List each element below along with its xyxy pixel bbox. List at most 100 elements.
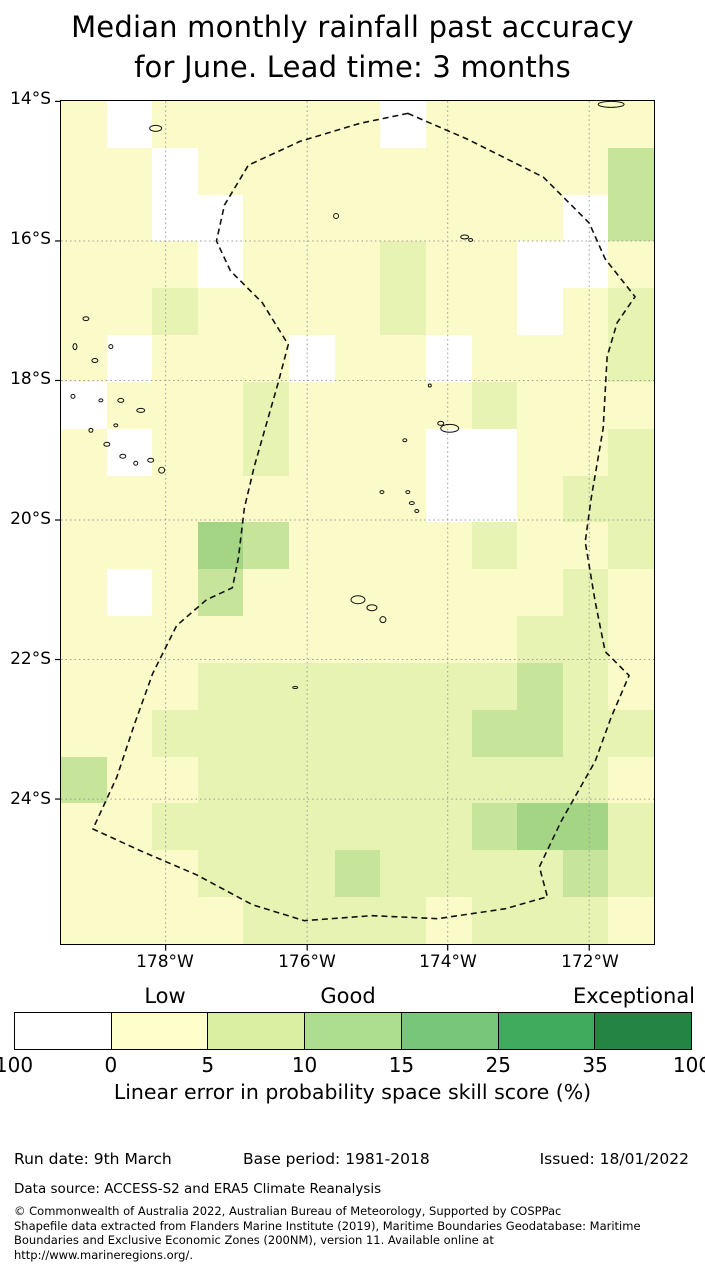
colorbar-caption: Linear error in probability space skill … — [113, 1080, 592, 1104]
colorbar-tick: 10 — [291, 1053, 318, 1077]
grid-cell — [562, 335, 609, 382]
grid-cell — [425, 662, 472, 710]
grid-cell — [197, 288, 244, 336]
grid-cell — [289, 194, 335, 242]
island-outline — [103, 441, 111, 447]
island-outline — [158, 466, 166, 474]
grid-cell — [334, 335, 381, 382]
grid-cell — [197, 897, 244, 944]
grid-cell — [380, 850, 426, 898]
grid-cell — [380, 616, 426, 663]
grid-cell — [380, 194, 426, 242]
grid-cell — [471, 194, 518, 242]
grid-cell — [289, 850, 335, 898]
grid-cell — [471, 662, 518, 710]
x-axis-tick: 172°W — [561, 952, 619, 972]
y-axis-tick: 22°S — [10, 649, 51, 669]
grid-cell — [380, 288, 426, 336]
grid-cell — [152, 475, 198, 523]
grid-cell — [608, 241, 654, 289]
grid-cell — [380, 428, 426, 476]
grid-cell — [243, 850, 290, 898]
grid-cell — [289, 241, 335, 289]
grid-cell — [425, 850, 472, 898]
island-outline — [350, 595, 366, 605]
y-axis: 14°S 16°S 18°S 20°S 22°S 24°S — [0, 89, 54, 945]
grid-cell — [152, 709, 198, 757]
grid-cell — [562, 709, 609, 757]
grid-cell — [243, 194, 290, 242]
grid-cell — [61, 850, 107, 898]
island-outline — [136, 407, 146, 413]
grid-cell — [471, 569, 518, 617]
run-metadata: Run date: 9th March Base period: 1981-20… — [0, 1150, 705, 1172]
y-axis-tick: 14°S — [10, 89, 51, 109]
y-axis-tick: 16°S — [10, 229, 51, 249]
grid-cell — [608, 475, 654, 523]
colorbar-tick: 100 — [672, 1053, 705, 1077]
grid-cell — [334, 241, 381, 289]
grid-cell — [471, 616, 518, 663]
figure-title-line1: Median monthly rainfall past accuracy — [71, 10, 634, 44]
island-outline — [597, 100, 625, 108]
island-outline — [119, 453, 127, 459]
grid-cell — [152, 662, 198, 710]
grid-cell — [425, 194, 472, 242]
grid-cell — [289, 569, 335, 617]
grid-cell — [471, 897, 518, 944]
grid-cell — [152, 335, 198, 382]
grid-cell — [425, 288, 472, 336]
grid-cell — [289, 381, 335, 429]
copyright-block: © Commonwealth of Australia 2022, Austra… — [14, 1204, 699, 1262]
island-outline — [149, 124, 163, 132]
colorbar-ticks: 100 0 5 10 15 25 35 100 — [0, 1053, 705, 1079]
grid-cell — [197, 381, 244, 429]
colorbar-tick: 5 — [201, 1053, 215, 1077]
grid-cell — [334, 616, 381, 663]
colorbar-tick: 35 — [582, 1053, 608, 1077]
map-overlay — [55, 100, 654, 951]
map-plot — [55, 100, 655, 951]
grid-cell — [197, 850, 244, 898]
grid-cell — [471, 803, 518, 851]
grid-cell — [334, 662, 381, 710]
grid-cell — [608, 101, 654, 148]
grid-cell — [380, 335, 426, 382]
grid-cell — [152, 897, 198, 944]
grid-cell — [562, 147, 609, 195]
island-outline — [379, 616, 387, 624]
grid-cell — [289, 616, 335, 663]
island-outline — [437, 420, 445, 426]
grid-cell — [517, 288, 563, 336]
issued-date: Issued: 18/01/2022 — [539, 1150, 689, 1168]
island-outline — [91, 358, 99, 364]
grid-cell — [380, 709, 426, 757]
grid-cell — [106, 522, 153, 570]
grid-cell — [562, 475, 609, 523]
colorbar-segment — [401, 1013, 499, 1049]
colorbar-segment — [208, 1013, 306, 1049]
grid-cell — [106, 101, 153, 148]
grid-cell — [61, 101, 107, 148]
grid-cell — [380, 897, 426, 944]
grid-cell — [243, 288, 290, 336]
grid-cell — [106, 147, 153, 195]
grid-cell — [425, 616, 472, 663]
grid-cell — [517, 335, 563, 382]
grid-cell — [197, 616, 244, 663]
island-outline — [408, 501, 415, 506]
legend-category-good: Good — [320, 984, 376, 1008]
grid-cell — [61, 428, 107, 476]
grid-cell — [517, 616, 563, 663]
grid-cell — [243, 147, 290, 195]
grid-cell — [425, 101, 472, 148]
eez-boundary-outline — [92, 112, 636, 922]
grid-cell — [289, 288, 335, 336]
grid-cell — [243, 101, 290, 148]
grid-cell — [334, 803, 381, 851]
island-outline — [147, 457, 155, 463]
grid-cell — [61, 803, 107, 851]
grid-cell — [289, 709, 335, 757]
grid-cell — [517, 428, 563, 476]
grid-cell — [608, 616, 654, 663]
